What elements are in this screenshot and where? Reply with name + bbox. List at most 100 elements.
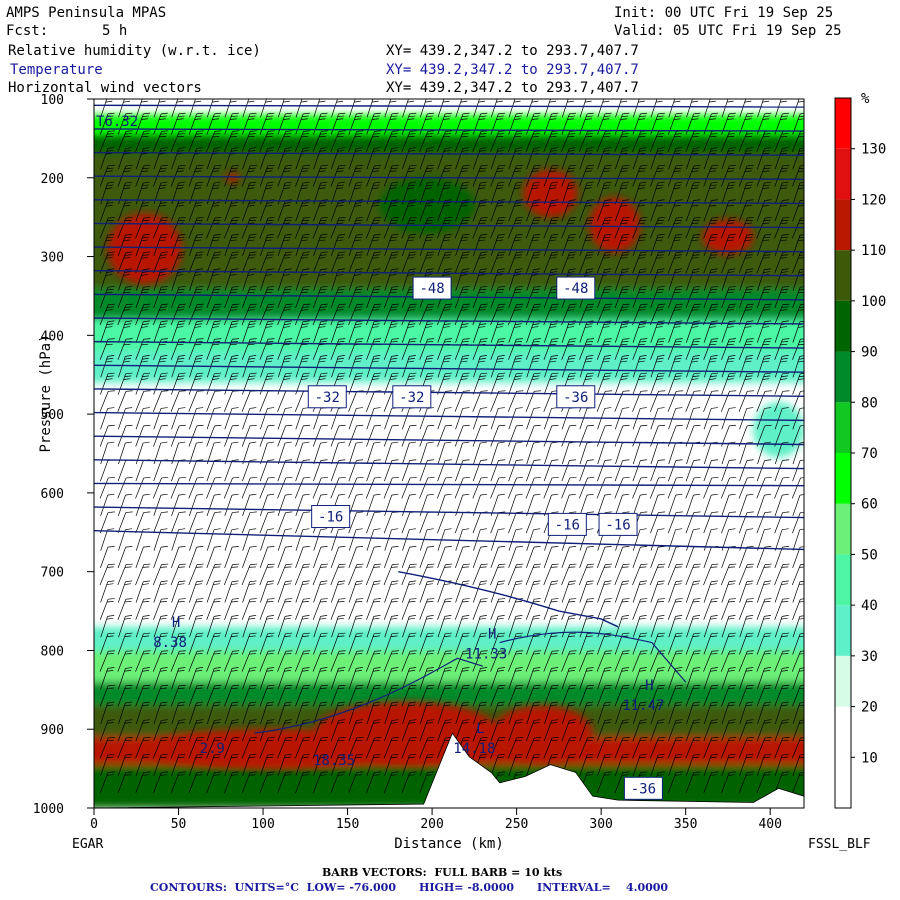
wind-barb <box>738 390 754 412</box>
wind-barb <box>756 320 772 343</box>
wind-barb <box>295 459 310 482</box>
wind-barb <box>402 268 416 291</box>
wind-barb-shape <box>490 459 506 482</box>
wind-barb-shape <box>561 580 576 603</box>
wind-barb <box>277 563 293 586</box>
wind-barb <box>738 563 754 586</box>
wind-barb <box>242 181 257 205</box>
wind-barb-shape <box>277 424 293 447</box>
wind-barb-shape <box>721 493 736 517</box>
wind-barb-shape <box>366 719 381 742</box>
wind-barb <box>401 719 417 742</box>
wind-barb <box>579 338 595 360</box>
wind-barb <box>313 181 328 205</box>
wind-barb <box>756 580 772 603</box>
wind-barb-shape <box>100 372 115 395</box>
wind-barb-shape <box>259 217 275 239</box>
wind-barb <box>578 477 595 499</box>
wind-barb <box>632 598 648 620</box>
wind-barb-shape <box>348 424 364 447</box>
wind-barb <box>100 99 115 118</box>
wind-barb-shape <box>703 650 719 672</box>
wind-barb <box>277 684 293 707</box>
wind-barb <box>135 563 151 586</box>
wind-barb-shape <box>384 615 399 638</box>
wind-barb-shape <box>455 268 470 291</box>
wind-barb-shape <box>348 164 364 187</box>
wind-barb-shape <box>171 753 186 776</box>
wind-barb-shape <box>135 130 151 152</box>
wind-barb-shape <box>366 372 381 395</box>
colorbar-swatch <box>835 453 851 504</box>
wind-barb <box>330 477 346 499</box>
wind-barb-shape <box>472 650 488 672</box>
wind-barb-shape <box>757 355 771 378</box>
wind-barb <box>188 563 204 586</box>
wind-barb-shape <box>668 528 683 551</box>
wind-barb <box>331 181 345 205</box>
wind-barb <box>330 580 346 603</box>
wind-barb <box>561 563 577 586</box>
wind-barb-shape <box>597 268 612 291</box>
wind-barb <box>561 112 577 135</box>
wind-barb <box>419 233 434 257</box>
wind-barb-shape <box>597 753 612 776</box>
wind-barb <box>99 251 115 274</box>
wind-barb-shape <box>685 598 701 620</box>
wind-barb-shape <box>419 233 434 257</box>
wind-barb-shape <box>720 390 737 412</box>
wind-barb-shape <box>632 199 648 222</box>
wind-barb-shape <box>171 493 186 517</box>
colorbar-swatch <box>835 351 851 403</box>
wind-barb <box>490 684 506 707</box>
wind-barb <box>667 771 683 794</box>
wind-barb <box>206 632 222 655</box>
wind-barb <box>472 407 488 430</box>
wind-barb <box>401 493 417 517</box>
y-tick-label: 100 <box>41 93 64 108</box>
wind-barb-shape <box>507 130 524 152</box>
wind-barb-shape <box>224 424 240 447</box>
wind-barb-shape <box>383 251 399 274</box>
wind-barb <box>473 355 487 378</box>
wind-barb <box>525 737 541 759</box>
wind-barb <box>650 268 665 291</box>
wind-barb-shape <box>401 338 417 360</box>
wind-barb <box>490 112 506 135</box>
wind-barb <box>259 563 275 586</box>
wind-barb-shape <box>543 303 559 326</box>
wind-barb-shape <box>472 719 488 742</box>
wind-barb-shape <box>401 546 417 568</box>
wind-barb <box>508 493 523 517</box>
wind-barb-shape <box>756 459 772 482</box>
wind-barb-shape <box>384 320 399 343</box>
wind-barb-shape <box>330 771 346 794</box>
wind-barb-shape <box>650 286 665 308</box>
wind-barb-shape <box>188 737 204 759</box>
wind-barb-shape <box>472 477 488 499</box>
wind-barb-shape <box>401 233 417 257</box>
wind-barb-shape <box>792 233 804 257</box>
wind-barb-shape <box>206 771 222 794</box>
wind-barb-shape <box>277 580 292 603</box>
wind-barb-shape <box>241 737 257 759</box>
wind-barb <box>667 737 683 759</box>
wind-barb <box>472 372 488 395</box>
wind-barb-shape <box>313 99 328 118</box>
wind-barb <box>259 477 275 499</box>
wind-barb-shape <box>206 493 221 517</box>
wind-barb-shape <box>241 650 257 672</box>
wind-barb-shape <box>650 181 665 205</box>
wind-barb-shape <box>720 477 737 499</box>
wind-barb-shape <box>507 650 524 672</box>
wind-barb-shape <box>543 684 559 707</box>
wind-barb-shape <box>632 355 647 378</box>
wind-barb <box>171 615 186 638</box>
wind-barb <box>738 684 754 707</box>
wind-barb <box>366 233 381 257</box>
wind-barb <box>526 112 541 135</box>
wind-barb <box>454 217 470 239</box>
wind-barb <box>703 563 719 586</box>
wind-barb-shape <box>738 771 754 794</box>
wind-barb <box>579 753 594 776</box>
